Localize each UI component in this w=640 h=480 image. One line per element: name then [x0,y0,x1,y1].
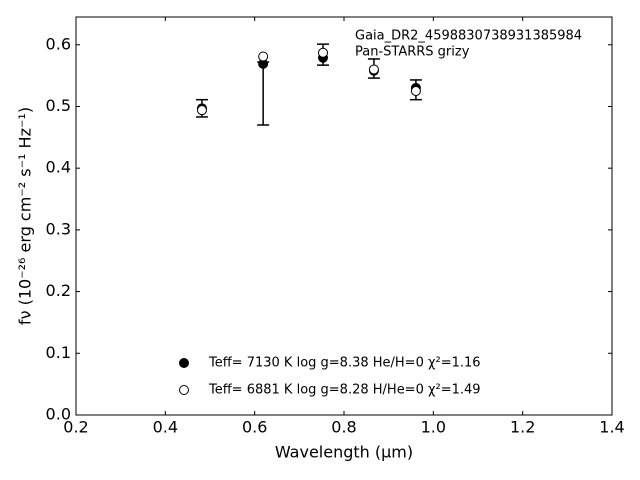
y-tick-label: 0.6 [46,34,71,53]
annotation: Pan-STARRS grizy [355,45,470,60]
point [368,64,379,75]
point [258,51,269,62]
legend-marker [179,385,189,395]
legend-marker [179,358,189,368]
legend-label: Teff= 6881 K log g=8.28 H/He=0 χ²=1.49 [208,383,481,398]
y-tick-label: 0.0 [46,405,71,424]
point [318,47,329,58]
x-tick-label: 0.8 [331,418,356,437]
y-tick-label: 0.2 [46,281,71,300]
x-axis-label: Wavelength (μm) [275,443,413,462]
x-tick-label: 1.0 [421,418,446,437]
x-tick-label: 1.4 [599,418,624,437]
legend-label: Teff= 7130 K log g=8.38 He/H=0 χ²=1.16 [208,356,481,371]
x-tick-label: 0.2 [63,418,88,437]
point [410,86,421,97]
y-tick-label: 0.3 [46,219,71,238]
y-tick-label: 0.1 [46,343,71,362]
x-tick-label: 0.6 [242,418,267,437]
y-tick-label: 0.5 [46,96,71,115]
annotation: Gaia_DR2_4598830738931385984 [355,29,582,44]
y-axis-label: fν (10⁻²⁶ erg cm⁻² s⁻¹ Hz⁻¹) [16,107,35,325]
x-tick-label: 1.2 [510,418,535,437]
x-tick-label: 0.4 [153,418,178,437]
point [196,105,207,116]
y-tick-label: 0.4 [46,158,71,177]
